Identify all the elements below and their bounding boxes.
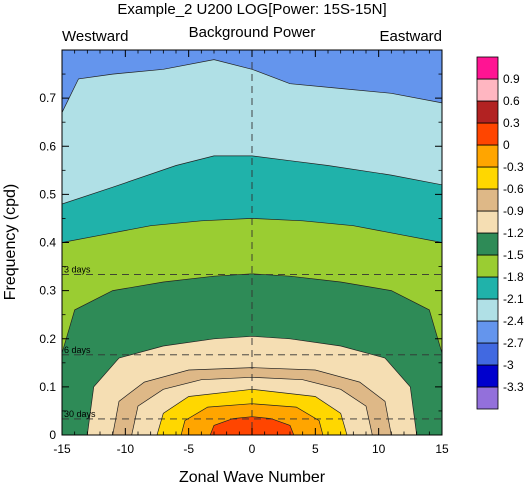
colorbar-swatch <box>476 188 499 212</box>
colorbar-swatch <box>476 78 499 102</box>
colorbar-swatch <box>476 56 499 80</box>
colorbar-swatch <box>476 298 499 322</box>
colorbar-label: -3.3 <box>503 380 524 394</box>
x-tick-label: -10 <box>117 442 135 456</box>
colorbar-label: -0.3 <box>503 160 524 174</box>
colorbar-label: -1.2 <box>503 226 524 240</box>
colorbar-swatch <box>476 342 499 366</box>
colorbar-swatch <box>476 276 499 300</box>
y-tick-label: 0.7 <box>39 91 56 105</box>
subtitle-center: Background Power <box>189 24 316 41</box>
x-tick-label: 5 <box>312 442 319 456</box>
colorbar-label: -1.5 <box>503 248 524 262</box>
colorbar-swatch <box>476 320 499 344</box>
period-label: 6 days <box>64 345 91 355</box>
colorbar-label: -2.4 <box>503 314 524 328</box>
x-tick-label: -5 <box>183 442 194 456</box>
colorbar-label: -0.9 <box>503 204 524 218</box>
colorbar: -3.3 -3 -2.7 -2.4 -2.1 -1.8 -1.5 -1.2 -0.9 -0.6 -0… <box>476 56 524 410</box>
colorbar-swatch <box>476 166 499 190</box>
y-tick-label: 0 <box>49 428 56 442</box>
colorbar-label: -2.7 <box>503 336 524 350</box>
subtitle-left: Westward <box>62 28 128 45</box>
y-tick-label: 0.5 <box>39 187 56 201</box>
subtitle-right: Eastward <box>379 28 442 45</box>
colorbar-label: 0.6 <box>503 94 520 108</box>
colorbar-swatch <box>476 210 499 234</box>
colorbar-label: -3 <box>503 358 514 372</box>
y-tick-label: 0.1 <box>39 380 56 394</box>
reference-lines <box>62 50 442 435</box>
x-tick-label: 10 <box>372 442 386 456</box>
colorbar-label: -2.1 <box>503 292 524 306</box>
y-tick-label: 0.4 <box>39 236 56 250</box>
colorbar-label: 0.9 <box>503 72 520 86</box>
x-tick-label: 15 <box>435 442 449 456</box>
colorbar-swatch <box>476 232 499 256</box>
y-axis: 0 0.1 0.2 0.3 0.4 0.5 0.6 0.7 <box>39 73 442 442</box>
colorbar-swatch <box>476 386 499 410</box>
chart-title: Example_2 U200 LOG[Power: 15S-15N] <box>117 1 386 18</box>
colorbar-label: 0 <box>503 138 510 152</box>
y-tick-label: 0.6 <box>39 139 56 153</box>
x-axis-label: Zonal Wave Number <box>179 469 326 486</box>
period-label: 30 days <box>64 409 96 419</box>
colorbar-swatch <box>476 364 499 388</box>
period-label: 3 days <box>64 265 91 275</box>
y-tick-label: 0.2 <box>39 332 56 346</box>
x-axis: -15 -10 -5 0 5 10 15 <box>53 50 449 456</box>
colorbar-label: -0.6 <box>503 182 524 196</box>
period-labels: 3 days 6 days 30 days <box>64 265 96 419</box>
colorbar-label: 0.3 <box>503 116 520 130</box>
contour-bands <box>62 50 442 435</box>
colorbar-swatch <box>476 144 499 168</box>
colorbar-label: -1.8 <box>503 270 524 284</box>
colorbar-swatch <box>476 100 499 124</box>
y-axis-label: Frequency (cpd) <box>2 184 19 301</box>
x-tick-label: -15 <box>53 442 71 456</box>
y-tick-label: 0.3 <box>39 284 56 298</box>
x-tick-label: 0 <box>249 442 256 456</box>
colorbar-swatch <box>476 254 499 278</box>
colorbar-swatch <box>476 122 499 146</box>
